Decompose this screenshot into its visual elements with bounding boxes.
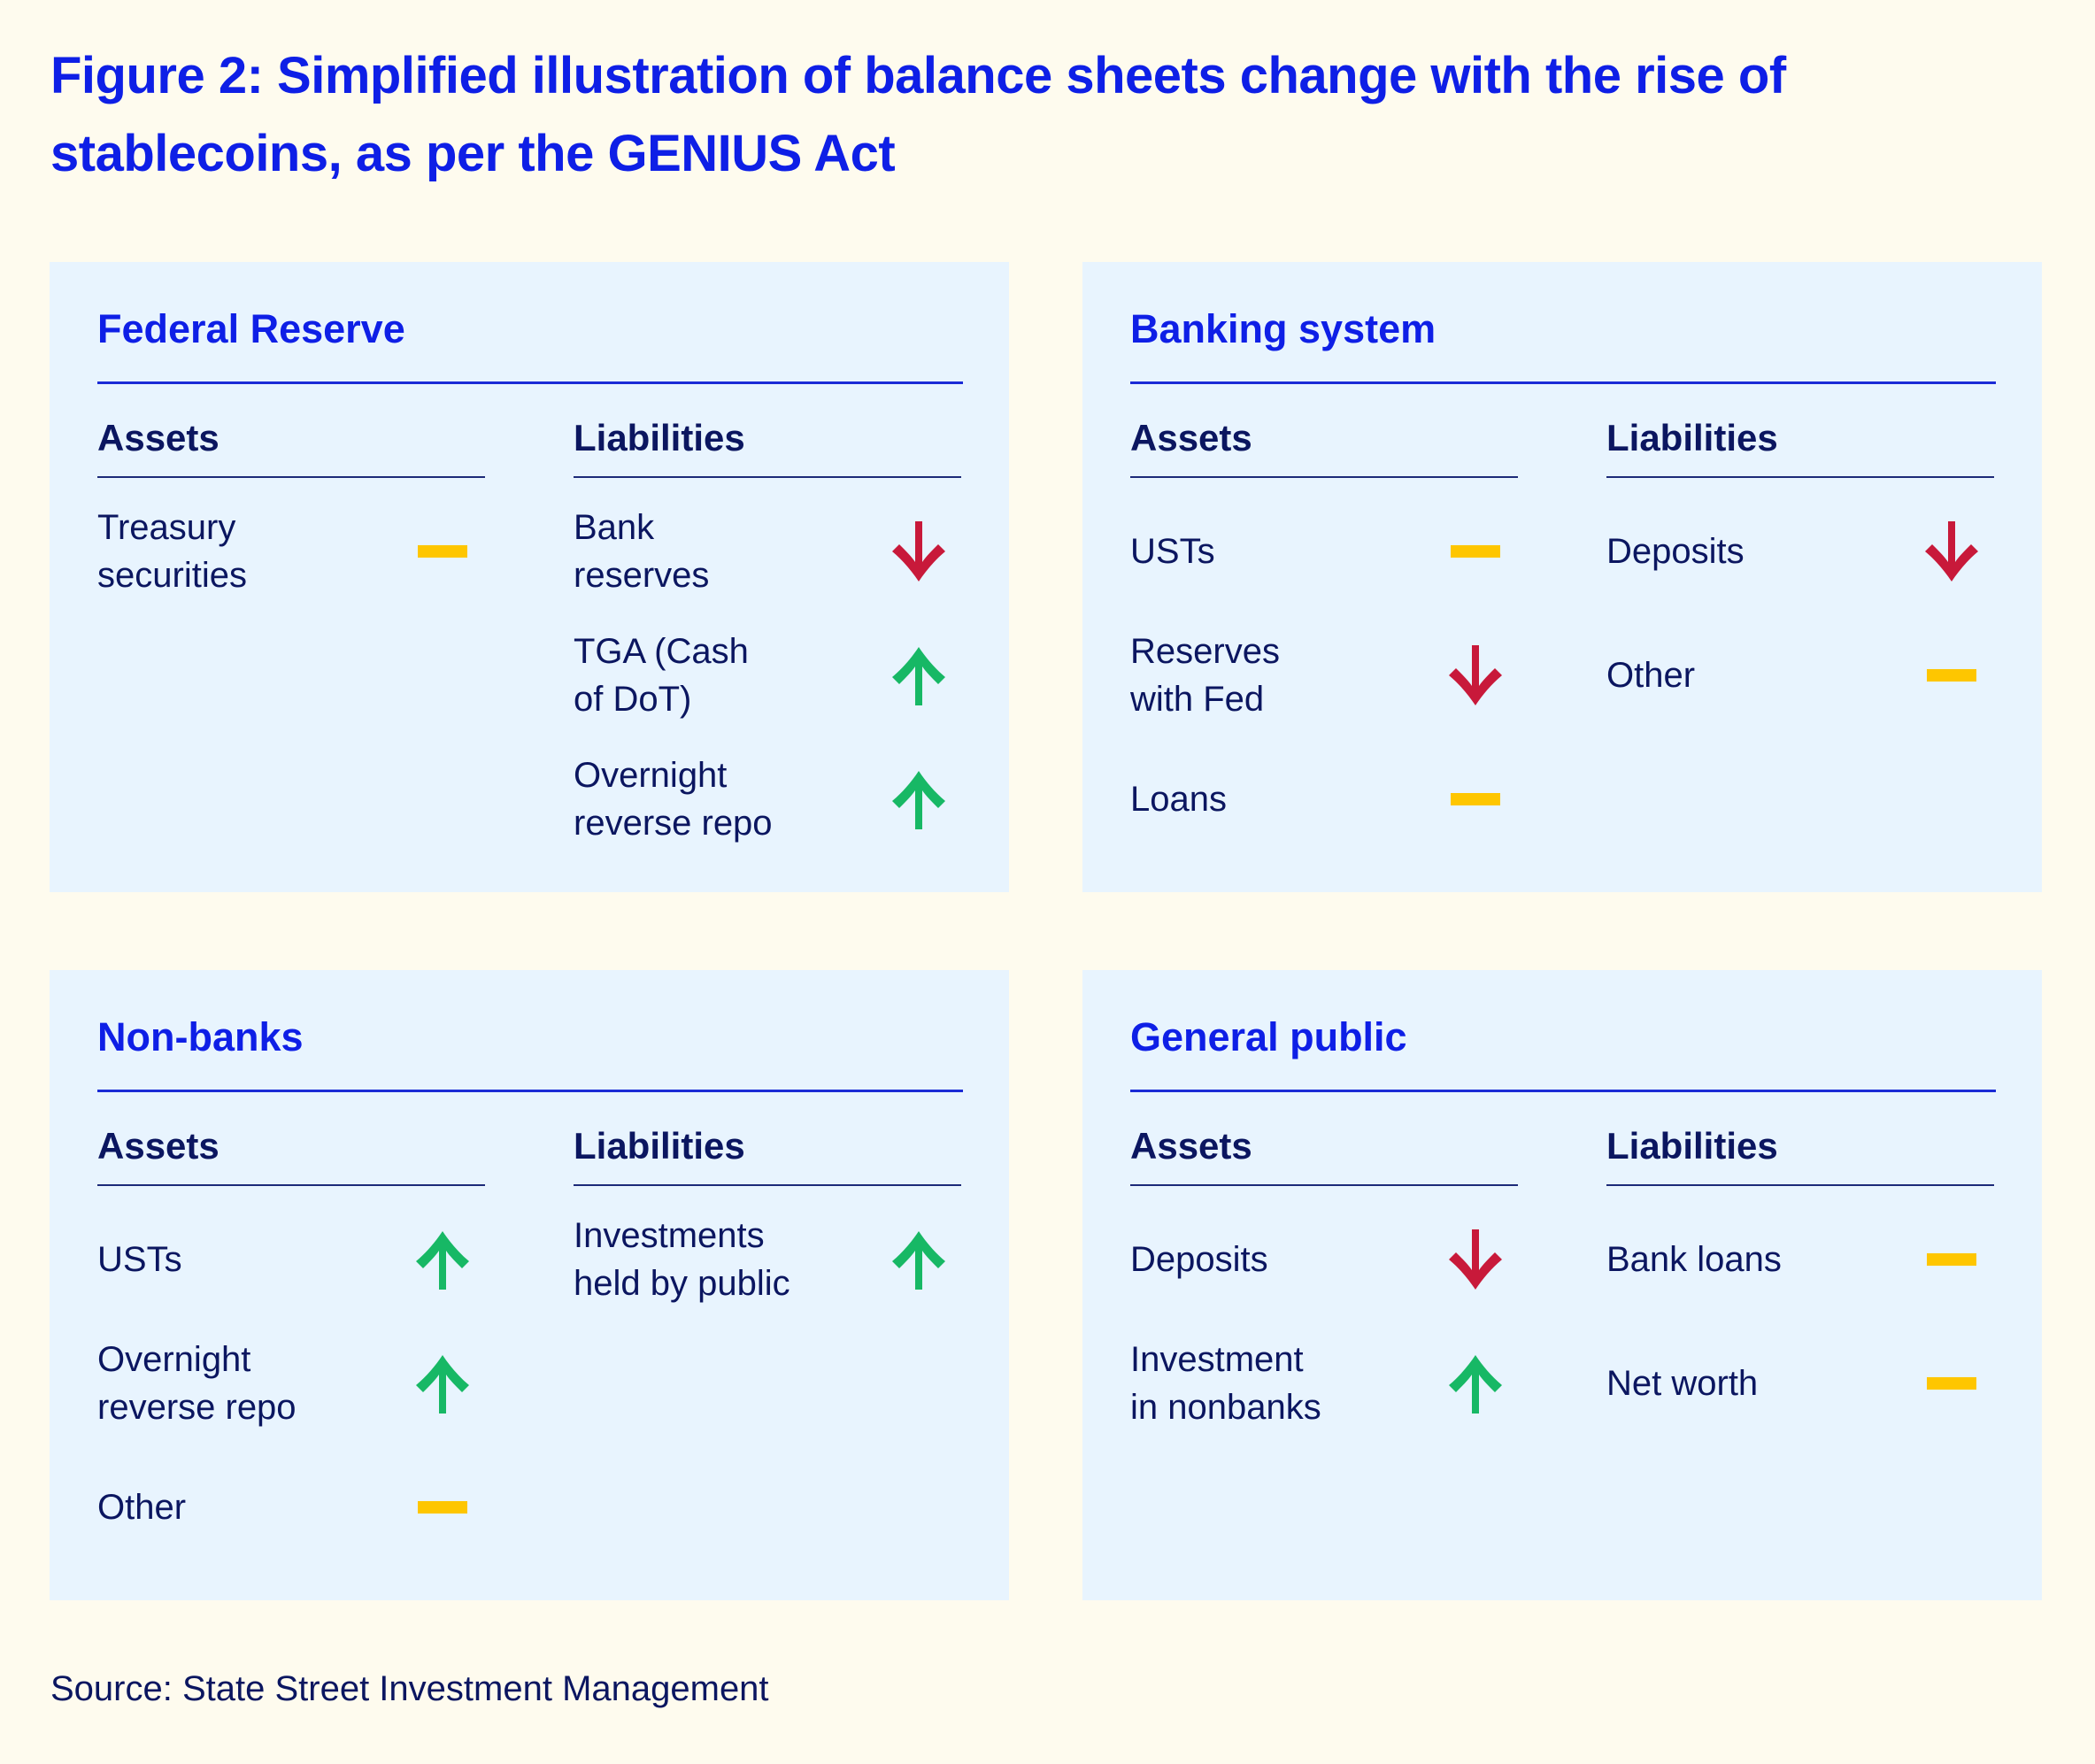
arrow-up-icon [409, 1226, 476, 1293]
assets-header: Assets [97, 417, 220, 458]
panel-title: Non-banks [97, 1014, 304, 1059]
liabilities-column: Liabilities Deposits Other [1606, 411, 1994, 695]
balance-sheet-item: Bank loans [1606, 1202, 1994, 1317]
arrow-down-icon [1442, 642, 1509, 709]
column-divider [574, 476, 961, 478]
balance-sheet-item: Loans [1130, 742, 1518, 857]
column-divider [97, 1184, 485, 1186]
item-label: USTs [97, 1240, 182, 1279]
panel-title-divider [97, 381, 963, 384]
balance-sheet-item: Net worth [1606, 1326, 1994, 1441]
assets-column: Assets Treasury securities [97, 411, 485, 595]
column-divider [574, 1184, 961, 1186]
item-label: Reserves with Fed [1130, 632, 1280, 719]
balance-sheet-item: Investments held by public [574, 1202, 961, 1317]
balance-sheet-item: USTs [1130, 494, 1518, 609]
liabilities-column: Liabilities Bank reserves TGA (Cash of DoT… [574, 411, 961, 843]
arrow-up-icon [885, 766, 952, 833]
source-note: Source: State Street Investment Manageme… [50, 1669, 769, 1708]
balance-sheet-item: USTs [97, 1202, 485, 1317]
balance-sheet-item: TGA (Cash of DoT) [574, 618, 961, 733]
arrow-down-icon [1442, 1226, 1509, 1293]
panel-title-divider [1130, 381, 1996, 384]
dash-icon [1442, 518, 1509, 585]
liabilities-header: Liabilities [1606, 1125, 1778, 1167]
item-label: Net worth [1606, 1364, 1759, 1403]
column-divider [1130, 476, 1518, 478]
item-label: TGA (Cash of DoT) [574, 632, 749, 719]
balance-sheet-item: Investment in nonbanks [1130, 1326, 1518, 1441]
panel-general-public: General public Assets Deposits Investment i… [1082, 970, 2042, 1600]
balance-sheet-item: Overnight reverse repo [574, 742, 961, 857]
balance-sheet-item: Deposits [1130, 1202, 1518, 1317]
panel-title: Banking system [1130, 306, 1436, 351]
balance-sheet-item: Overnight reverse repo [97, 1326, 485, 1441]
arrow-down-icon [885, 518, 952, 585]
panel-title: General public [1130, 1014, 1407, 1059]
panel-title-divider [1130, 1090, 1996, 1092]
dash-icon [1918, 1350, 1985, 1417]
column-divider [1130, 1184, 1518, 1186]
balance-sheet-item: Other [1606, 618, 1994, 733]
item-label: USTs [1130, 532, 1215, 571]
item-label: Investments held by public [574, 1216, 790, 1303]
column-divider [97, 476, 485, 478]
arrow-up-icon [885, 642, 952, 709]
assets-header: Assets [97, 1125, 220, 1167]
assets-column: Assets Deposits Investment in nonbanks [1130, 1119, 1518, 1427]
arrow-up-icon [885, 1226, 952, 1293]
dash-icon [409, 518, 476, 585]
dash-icon [1442, 766, 1509, 833]
item-label: Deposits [1606, 532, 1745, 571]
liabilities-header: Liabilities [574, 1125, 745, 1167]
balance-sheet-item: Other [97, 1450, 485, 1565]
item-label: Other [1606, 656, 1696, 695]
column-divider [1606, 476, 1994, 478]
item-label: Bank loans [1606, 1240, 1782, 1279]
item-label: Treasury securities [97, 508, 247, 595]
liabilities-header: Liabilities [574, 417, 745, 458]
item-label: Overnight reverse repo [574, 756, 773, 843]
panel-non-banks: Non-banks Assets USTs Overnight reverse rep… [50, 970, 1009, 1600]
assets-header: Assets [1130, 1125, 1252, 1167]
item-label: Other [97, 1488, 187, 1527]
balance-sheet-item: Treasury securities [97, 494, 485, 609]
panel-title: Federal Reserve [97, 306, 405, 351]
figure-title: Figure 2: Simplified illustration of bal… [50, 47, 1786, 182]
balance-sheet-item: Deposits [1606, 494, 1994, 609]
liabilities-header: Liabilities [1606, 417, 1778, 458]
arrow-up-icon [1442, 1350, 1509, 1417]
dash-icon [1918, 1226, 1985, 1293]
arrow-down-icon [1918, 518, 1985, 585]
item-label: Investment in nonbanks [1130, 1340, 1321, 1427]
assets-header: Assets [1130, 417, 1252, 458]
item-label: Loans [1130, 780, 1227, 819]
item-label: Overnight reverse repo [97, 1340, 297, 1427]
column-divider [1606, 1184, 1994, 1186]
liabilities-column: Liabilities Bank loans Net worth [1606, 1119, 1994, 1403]
item-label: Bank reserves [574, 508, 710, 595]
panel-banking-system: Banking system Assets USTs Reserves with Fe… [1082, 262, 2042, 892]
dash-icon [1918, 642, 1985, 709]
balance-sheet-item: Bank reserves [574, 494, 961, 609]
assets-column: Assets USTs Reserves with Fed Loans [1130, 411, 1518, 819]
arrow-up-icon [409, 1350, 476, 1417]
panel-federal-reserve: Federal Reserve Assets Treasury securities… [50, 262, 1009, 892]
item-label: Deposits [1130, 1240, 1268, 1279]
panel-title-divider [97, 1090, 963, 1092]
liabilities-column: Liabilities Investments held by public [574, 1119, 961, 1303]
assets-column: Assets USTs Overnight reverse repo Other [97, 1119, 485, 1527]
balance-sheet-item: Reserves with Fed [1130, 618, 1518, 733]
dash-icon [409, 1474, 476, 1541]
